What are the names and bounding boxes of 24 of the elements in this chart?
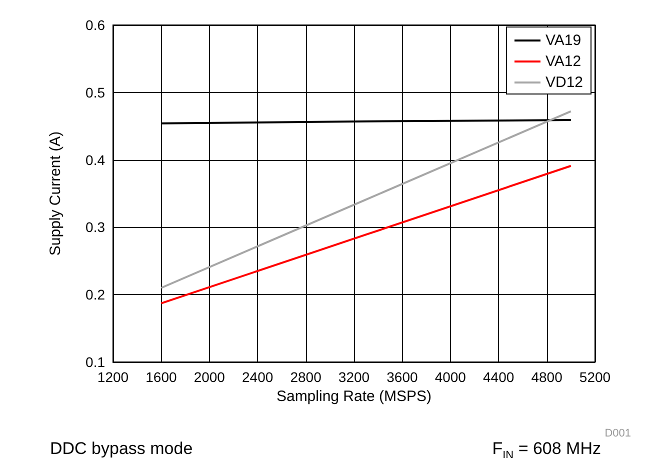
legend-label: VA12: [545, 53, 582, 70]
y-tick-label: 0.5: [86, 84, 106, 100]
x-tick-label: 3600: [386, 369, 418, 385]
x-tick-label: 2000: [194, 369, 226, 385]
legend-label: VD12: [545, 74, 584, 91]
x-axis-title: Sampling Rate (MSPS): [276, 388, 432, 405]
x-tick-label: 3200: [338, 369, 370, 385]
x-tick-label: 2800: [290, 369, 322, 385]
x-tick-label: 4800: [531, 369, 563, 385]
y-tick-label: 0.1: [86, 354, 106, 370]
y-tick-label: 0.6: [86, 17, 106, 33]
x-tick-label: 4400: [483, 369, 514, 385]
x-tick-label: 4000: [434, 369, 466, 385]
y-tick-label: 0.3: [86, 219, 106, 236]
y-axis-title: Supply Current (A): [47, 131, 64, 256]
x-tick-label: 5200: [579, 369, 611, 385]
legend-label: VA19: [545, 32, 582, 49]
x-tick-label: 1200: [97, 369, 129, 385]
x-tick-label: 2400: [242, 369, 274, 385]
text: DDC bypass mode: [50, 439, 193, 458]
text: D001: [604, 428, 631, 440]
y-tick-label: 0.2: [86, 286, 106, 303]
y-tick-label: 0.4: [86, 152, 106, 168]
x-tick-label: 1600: [146, 369, 177, 385]
